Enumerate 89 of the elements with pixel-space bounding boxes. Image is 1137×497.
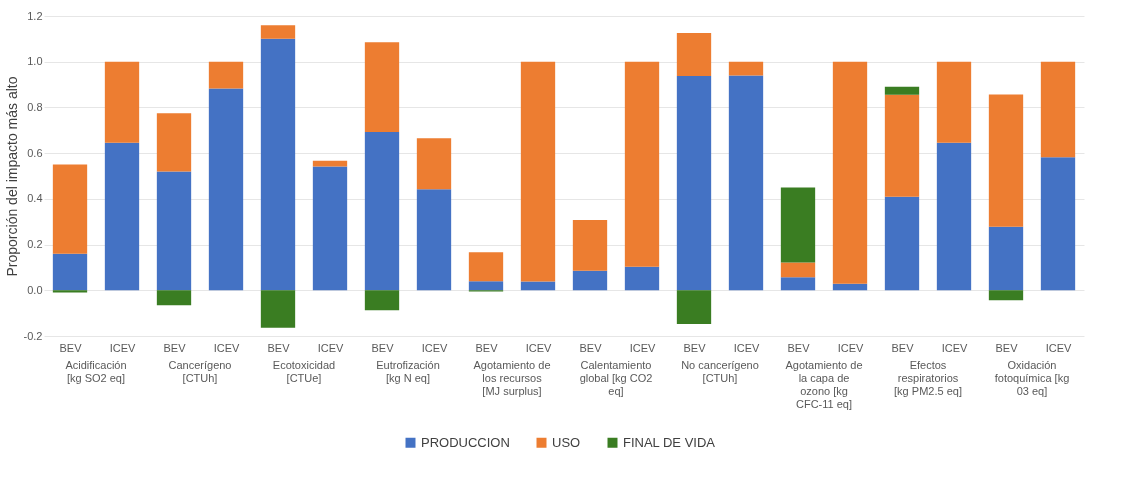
bar [208,88,244,291]
bar [728,61,764,76]
bar [312,166,348,291]
bar [104,142,140,291]
bar [884,196,920,291]
y-tick-label: 0.0 [27,283,43,296]
legend-label: PRODUCCION [421,434,510,450]
bar [624,266,660,291]
x-tick-label: ICEV [941,341,968,354]
bar [884,86,920,95]
bar [884,94,920,197]
text: Calentamiento global [kg CO2 eq] [579,359,653,397]
bar [624,61,660,267]
text: Acidificación [kg SO2 eq] [65,359,127,384]
x-tick-label: ICEV [525,341,552,354]
text: Agotamiento de la capa de ozono [kg CFC-11 eq] [785,359,863,410]
bar [936,61,972,143]
bar [780,262,816,278]
bar [52,164,88,254]
bar [468,281,504,291]
bar [988,226,1024,291]
bar [1040,157,1076,291]
text: Ecotoxicidad [CTUe] [272,359,336,384]
y-tick-label: -0.2 [23,329,43,342]
bar [676,290,712,325]
x-tick-label: ICEV [421,341,448,354]
bar [832,61,868,284]
legend-label: USO [552,434,581,450]
bar [52,290,88,293]
bar [520,281,556,291]
bar [832,283,868,291]
bar [260,38,296,291]
bar [52,253,88,291]
x-tick-label: ICEV [629,341,656,354]
bar [988,290,1024,301]
text: No cancerígeno [CTUh] [681,359,759,384]
bar [104,61,140,143]
text: Eutrofización [kg N eq] [376,359,440,384]
bar [1040,61,1076,158]
bar [364,290,400,311]
bar [208,61,244,89]
y-axis-title: Proporción del impacto más alto [3,76,20,277]
bar [364,42,400,132]
bar [988,94,1024,227]
legend-label: FINAL DE VIDA [623,434,716,450]
y-tick-label: 0.4 [27,192,43,205]
bar [572,219,608,271]
bar [676,32,712,76]
text: Efectos respiratorios [kg PM2.5 eq] [894,359,962,397]
x-tick-label: BEV [683,341,707,354]
y-tick-label: 0.2 [27,238,43,251]
bar [364,131,400,291]
x-tick-label: BEV [579,341,603,354]
bar [520,61,556,282]
x-tick-label: ICEV [733,341,760,354]
bar [780,187,816,263]
bar [416,189,452,291]
x-tick-label: ICEV [1045,341,1072,354]
x-tick-label: BEV [787,341,811,354]
x-tick-label: ICEV [317,341,344,354]
x-tick-label: BEV [995,341,1019,354]
bar [156,113,192,172]
bar [728,75,764,291]
text: Oxidación fotoquímica [kg 03 eq] [994,359,1070,397]
y-tick-label: 0.6 [27,146,43,159]
x-tick-label: BEV [163,341,187,354]
bar [260,25,296,39]
x-tick-label: ICEV [837,341,864,354]
bar [572,270,608,291]
bar [676,75,712,291]
bar [936,142,972,291]
y-tick-label: 1.0 [27,55,43,68]
text: Agotamiento de los recursos [MJ surplus] [473,359,551,397]
text: Cancerígeno [CTUh] [168,359,232,384]
x-tick-label: BEV [891,341,915,354]
bar [156,290,192,306]
bar [260,290,296,328]
bar [468,252,504,282]
y-tick-label: 0.8 [27,100,43,113]
y-tick-label: 1.2 [27,9,43,22]
x-tick-label: ICEV [109,341,136,354]
x-tick-label: BEV [59,341,83,354]
bar [416,138,452,190]
x-tick-label: BEV [267,341,291,354]
x-tick-label: BEV [371,341,395,354]
bar [156,171,192,291]
x-tick-label: ICEV [213,341,240,354]
bar [780,277,816,291]
x-tick-label: BEV [475,341,499,354]
